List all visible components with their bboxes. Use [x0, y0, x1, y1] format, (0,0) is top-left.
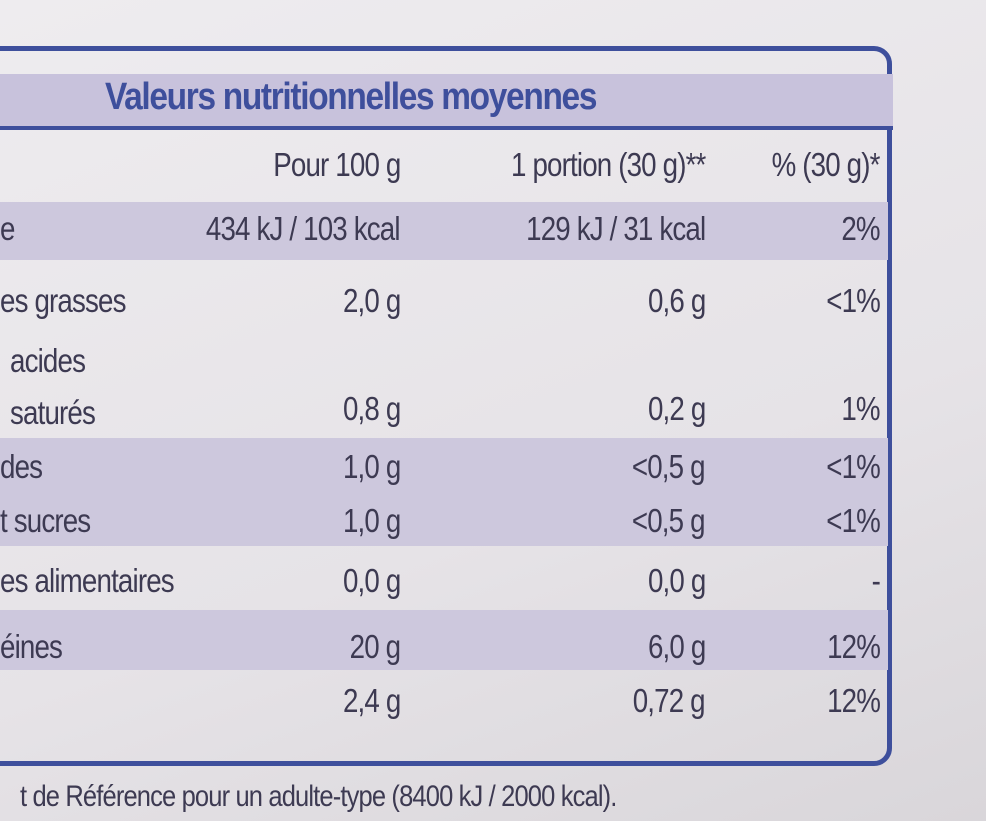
cell-value: 1,0 g	[342, 502, 401, 539]
row-label: des	[0, 448, 43, 485]
footnote: t de Référence pour un adulte-type (8400…	[20, 780, 617, 813]
cell-value: <0,5 g	[632, 448, 706, 485]
cell-value: <1%	[826, 448, 881, 485]
row-label: e	[0, 210, 15, 247]
cell-value: <1%	[826, 282, 881, 319]
cell-value: <1%	[826, 502, 881, 539]
row-label: es grasses	[0, 282, 126, 319]
cell-value: 2,4 g	[342, 682, 401, 719]
row-label: éines	[0, 628, 63, 665]
row-label: t sucres	[0, 502, 91, 539]
table-title: Valeurs nutritionnelles moyennes	[105, 76, 597, 118]
row-shade	[0, 610, 888, 670]
cell-value: 1,0 g	[342, 448, 401, 485]
cell-value: -	[871, 562, 881, 599]
cell-value: 0,0 g	[342, 562, 401, 599]
table-frame	[0, 46, 892, 766]
cell-value: 20 g	[349, 628, 400, 665]
column-header: % (30 g)*	[772, 146, 881, 183]
cell-value: 12%	[827, 682, 881, 719]
cell-value: 0,72 g	[632, 682, 706, 719]
cell-value: 2,0 g	[342, 282, 401, 319]
cell-value: 0,6 g	[647, 282, 706, 319]
cell-value: 6,0 g	[647, 628, 706, 665]
row-label: es alimentaires	[0, 562, 175, 599]
cell-value: 129 kJ / 31 kcal	[525, 210, 706, 247]
column-header: Pour 100 g	[272, 146, 401, 183]
cell-value: 2%	[841, 210, 881, 247]
row-shade	[0, 202, 888, 260]
cell-value: 1%	[841, 390, 881, 427]
cell-value: 434 kJ / 103 kcal	[206, 210, 401, 247]
cell-value: 0,2 g	[647, 390, 706, 427]
column-header: 1 portion (30 g)**	[510, 146, 706, 183]
cell-value: 0,0 g	[647, 562, 706, 599]
cell-value: 0,8 g	[342, 390, 401, 427]
row-shade	[0, 438, 888, 546]
row-label: acides saturés	[10, 342, 96, 431]
title-bar	[0, 74, 893, 130]
cell-value: <0,5 g	[632, 502, 706, 539]
cell-value: 12%	[827, 628, 881, 665]
